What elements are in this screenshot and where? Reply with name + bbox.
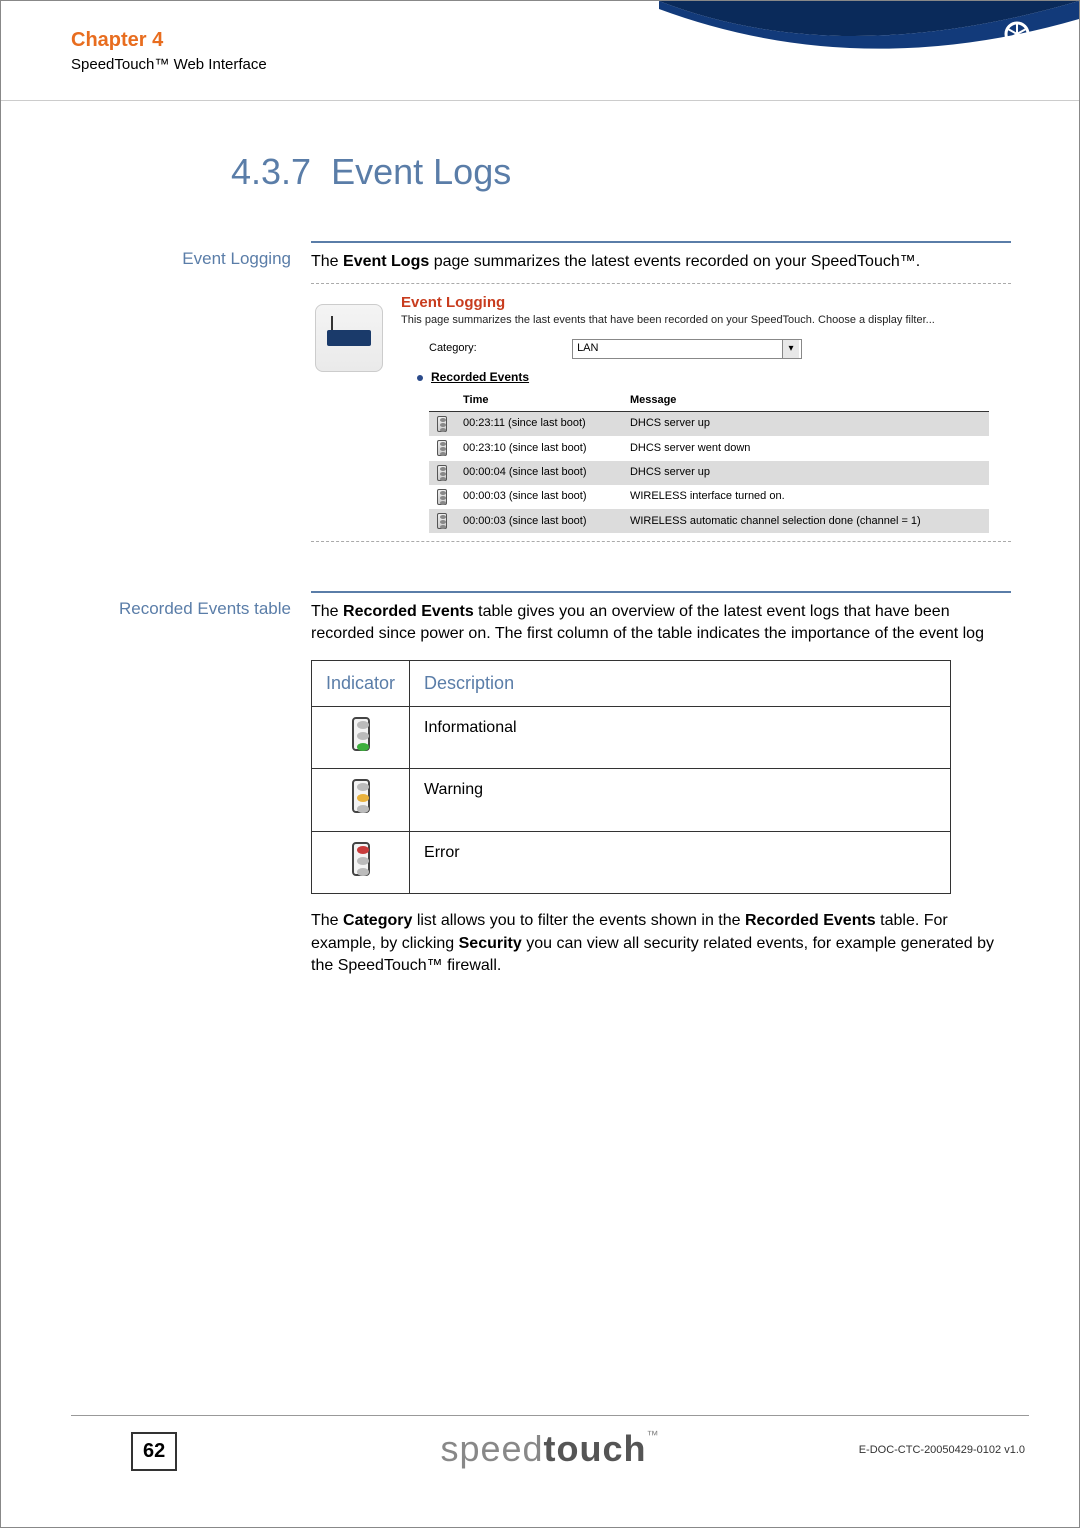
cell-message: DHCS server went down bbox=[622, 436, 989, 460]
category-select[interactable]: LAN bbox=[572, 339, 802, 359]
logo-text: THOMSON bbox=[975, 51, 1059, 68]
traffic-light-icon bbox=[352, 779, 370, 813]
cell-time: 00:00:03 (since last boot) bbox=[455, 485, 622, 509]
chapter-block: Chapter 4 SpeedTouch™ Web Interface bbox=[71, 29, 267, 73]
chapter-subtitle: SpeedTouch™ Web Interface bbox=[71, 56, 267, 73]
category-note: The Category list allows you to filter t… bbox=[311, 910, 1011, 977]
cell-description: Warning bbox=[410, 769, 951, 831]
category-label: Category: bbox=[429, 341, 569, 356]
traffic-light-icon bbox=[437, 465, 447, 481]
category-row: Category: LAN bbox=[429, 339, 1011, 359]
bold-security: Security bbox=[459, 935, 522, 952]
table-row: 00:23:11 (since last boot)DHCS server up bbox=[429, 411, 989, 436]
page-number: 62 bbox=[131, 1432, 177, 1471]
event-logging-content: The Event Logs page summarizes the lates… bbox=[311, 241, 1011, 542]
page-header: Chapter 4 SpeedTouch™ Web Interface THOM… bbox=[1, 1, 1079, 101]
recorded-events-section: Recorded Events table The Recorded Event… bbox=[71, 591, 1021, 977]
section-number: 4.3.7 bbox=[231, 151, 311, 192]
indicator-table: Indicator Description InformationalWarni… bbox=[311, 660, 951, 894]
cell-time: 00:23:11 (since last boot) bbox=[455, 411, 622, 436]
router-icon bbox=[315, 304, 383, 372]
col-description: Description bbox=[410, 660, 951, 706]
bold-category: Category bbox=[343, 912, 412, 929]
brand-logo: speedtouch™ bbox=[440, 1428, 659, 1470]
traffic-light-icon bbox=[437, 489, 447, 505]
cell-time: 00:00:03 (since last boot) bbox=[455, 509, 622, 533]
col-indicator: Indicator bbox=[312, 660, 410, 706]
traffic-light-icon bbox=[352, 842, 370, 876]
cell-time: 00:00:04 (since last boot) bbox=[455, 461, 622, 485]
traffic-light-icon bbox=[437, 513, 447, 529]
recorded-events-para: The Recorded Events table gives you an o… bbox=[311, 601, 1011, 646]
chapter-title: Chapter 4 bbox=[71, 29, 267, 52]
traffic-light-icon bbox=[352, 717, 370, 751]
event-logging-label: Event Logging bbox=[71, 241, 311, 269]
traffic-light-icon bbox=[437, 416, 447, 432]
table-row: 00:00:04 (since last boot)DHCS server up bbox=[429, 461, 989, 485]
cell-description: Informational bbox=[410, 706, 951, 768]
table-row: 00:00:03 (since last boot)WIRELESS autom… bbox=[429, 509, 989, 533]
table-row: Error bbox=[312, 831, 951, 893]
ss-desc: This page summarizes the last events tha… bbox=[401, 313, 1011, 328]
col-time: Time bbox=[455, 390, 622, 412]
cell-message: DHCS server up bbox=[622, 411, 989, 436]
document-page: Chapter 4 SpeedTouch™ Web Interface THOM… bbox=[0, 0, 1080, 1528]
recorded-events-heading: Recorded Events bbox=[417, 369, 1011, 386]
section-title: Event Logs bbox=[331, 151, 511, 192]
bold-event-logs: Event Logs bbox=[343, 253, 429, 270]
recorded-events-label: Recorded Events table bbox=[71, 591, 311, 619]
event-logging-row: Event Logging The Event Logs page summar… bbox=[71, 241, 1021, 542]
logo-mark-icon bbox=[1002, 19, 1032, 49]
event-logging-intro: The Event Logs page summarizes the lates… bbox=[311, 251, 1011, 273]
page-footer: 62 speedtouch™ E-DOC-CTC-20050429-0102 v… bbox=[71, 1415, 1029, 1485]
col-message: Message bbox=[622, 390, 989, 412]
section-heading: 4.3.7 Event Logs bbox=[231, 151, 511, 193]
cell-message: DHCS server up bbox=[622, 461, 989, 485]
recorded-events-content: The Recorded Events table gives you an o… bbox=[311, 591, 1011, 977]
bold-recorded-events: Recorded Events bbox=[343, 603, 474, 620]
doc-reference: E-DOC-CTC-20050429-0102 v1.0 bbox=[859, 1444, 1025, 1456]
table-row: 00:00:03 (since last boot)WIRELESS inter… bbox=[429, 485, 989, 509]
event-logging-screenshot: Event Logging This page summarizes the l… bbox=[311, 283, 1011, 542]
recorded-events-table: Time Message 00:23:11 (since last boot)D… bbox=[429, 390, 989, 534]
ss-title: Event Logging bbox=[401, 292, 1011, 313]
cell-message: WIRELESS automatic channel selection don… bbox=[622, 509, 989, 533]
cell-time: 00:23:10 (since last boot) bbox=[455, 436, 622, 460]
table-row: 00:23:10 (since last boot)DHCS server we… bbox=[429, 436, 989, 460]
thomson-logo: THOMSON bbox=[975, 19, 1059, 68]
bold-recorded-events-2: Recorded Events bbox=[745, 912, 876, 929]
cell-description: Error bbox=[410, 831, 951, 893]
traffic-light-icon bbox=[437, 440, 447, 456]
table-row: Informational bbox=[312, 706, 951, 768]
table-row: Warning bbox=[312, 769, 951, 831]
cell-message: WIRELESS interface turned on. bbox=[622, 485, 989, 509]
